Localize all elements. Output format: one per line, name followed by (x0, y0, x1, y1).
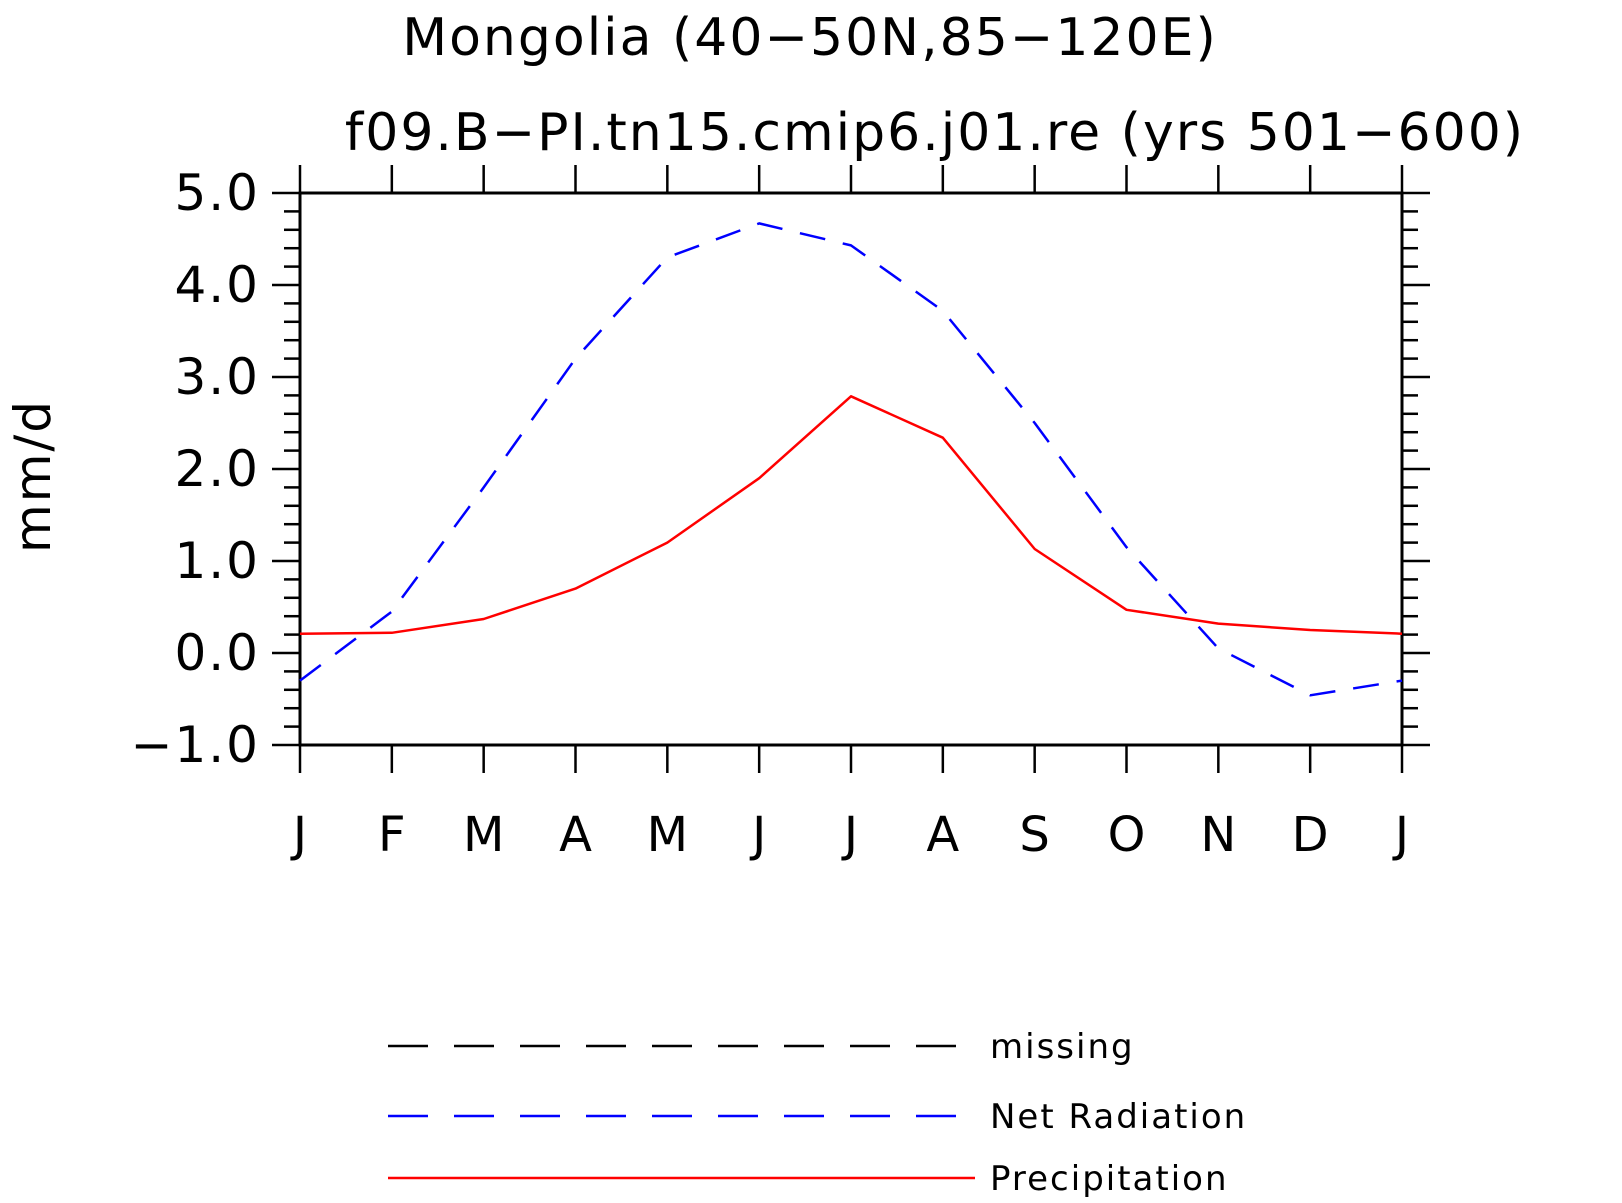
data-point-net-radiation (757, 221, 761, 225)
data-point-net-radiation (1308, 693, 1312, 697)
x-tick-label: O (1108, 807, 1146, 863)
y-tick-label: 3.0 (174, 348, 260, 406)
legend-label-net-radiation: Net Radiation (990, 1097, 1247, 1137)
y-tick-label: 1.0 (174, 532, 260, 590)
chart-subtitle: f09.B−PI.tn15.cmip6.j01.re (yrs 501−600) (345, 103, 1525, 163)
chart-title: Mongolia (40−50N,85−120E) (402, 8, 1218, 68)
data-point-net-radiation (1400, 679, 1404, 683)
data-point-net-radiation (1033, 421, 1037, 425)
plot-frame (298, 191, 1404, 747)
data-point-net-radiation (482, 485, 486, 489)
data-point-precipitation (1308, 628, 1312, 632)
x-tick-label: J (841, 807, 858, 863)
data-point-precipitation (298, 632, 302, 636)
data-point-net-radiation (665, 255, 669, 259)
x-tick-label: J (749, 807, 766, 863)
data-point-net-radiation (1216, 646, 1220, 650)
x-tick-label: J (1392, 807, 1409, 863)
data-point-precipitation (482, 617, 486, 621)
data-point-net-radiation (298, 679, 302, 683)
x-tick-label: M (647, 807, 688, 863)
legend: missing Net Radiation Precipitation (388, 1027, 1247, 1199)
data-point-precipitation (1033, 547, 1037, 551)
data-point-net-radiation (390, 610, 394, 614)
data-point-net-radiation (849, 243, 853, 247)
data-point-net-radiation (941, 309, 945, 313)
data-point-precipitation (574, 587, 578, 591)
data-point-precipitation (1125, 608, 1129, 612)
y-tick-label: −1.0 (131, 716, 260, 774)
y-tick-label: 0.0 (174, 624, 260, 682)
y-tick-label: 2.0 (174, 440, 260, 498)
y-axis-label: mm/d (4, 399, 62, 553)
legend-label-missing: missing (990, 1027, 1135, 1067)
x-tick-label: F (378, 807, 406, 863)
y-tick-label: 4.0 (174, 256, 260, 314)
data-point-precipitation (757, 476, 761, 480)
data-point-precipitation (1400, 632, 1404, 636)
series-line-net-radiation (299, 222, 1403, 697)
x-tick-label: J (290, 807, 307, 863)
data-point-net-radiation (1125, 545, 1129, 549)
x-tick-label: A (926, 807, 959, 863)
x-tick-label: D (1292, 807, 1329, 863)
data-point-precipitation (390, 631, 394, 635)
x-tick-label: M (463, 807, 504, 863)
y-tick-label: 5.0 (174, 164, 260, 222)
data-point-net-radiation (574, 357, 578, 361)
data-point-precipitation (941, 436, 945, 440)
plot-area: −1.00.01.02.03.04.05.0J F M A M J J A S O N D J (131, 164, 1430, 863)
x-tick-label: N (1200, 807, 1236, 863)
x-tick-label: A (559, 807, 592, 863)
legend-label-precipitation: Precipitation (990, 1159, 1229, 1198)
data-point-precipitation (1216, 622, 1220, 626)
data-point-precipitation (665, 541, 669, 545)
data-point-precipitation (849, 394, 853, 398)
x-tick-label: S (1019, 807, 1049, 863)
series-line-precipitation (299, 395, 1403, 635)
